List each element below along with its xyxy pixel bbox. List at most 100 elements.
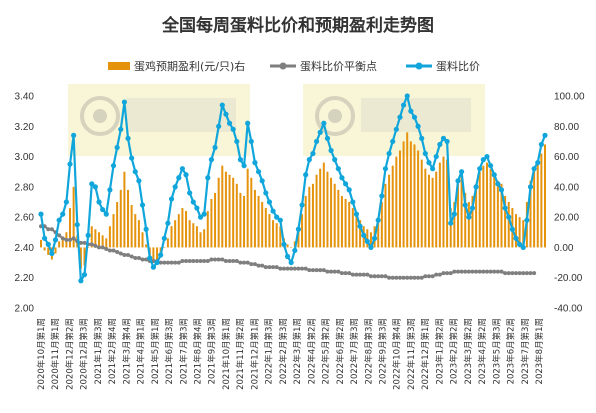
breakeven-point xyxy=(256,263,261,268)
ratio-point xyxy=(38,211,44,217)
profit-bar xyxy=(359,220,362,248)
breakeven-point xyxy=(416,275,421,280)
x-axis-tick: 2021年7月第3周 xyxy=(178,318,189,384)
ratio-point xyxy=(404,93,410,99)
profit-bar xyxy=(304,195,307,248)
profit-bar xyxy=(522,220,525,248)
breakeven-point xyxy=(365,272,370,277)
breakeven-point xyxy=(173,260,178,265)
profit-bar xyxy=(514,214,517,248)
breakeven-point xyxy=(361,272,366,277)
legend-marker-ratio xyxy=(415,62,423,70)
profit-bar xyxy=(286,244,289,248)
ratio-point xyxy=(451,211,457,217)
profit-bar xyxy=(420,159,423,248)
ratio-point xyxy=(147,255,153,261)
ratio-point xyxy=(520,244,526,251)
left-axis-tick: 2.60 xyxy=(15,213,35,224)
x-axis-tick: 2020年12月第3周 xyxy=(79,318,90,390)
ratio-point xyxy=(172,184,178,190)
ratio-point xyxy=(45,241,51,247)
profit-bar xyxy=(108,226,111,248)
profit-bar xyxy=(253,189,256,248)
profit-bar xyxy=(83,247,86,266)
profit-bar xyxy=(507,202,510,248)
profit-bar xyxy=(58,241,61,248)
breakeven-point xyxy=(68,237,73,242)
profit-bar xyxy=(369,232,372,248)
watermark-right xyxy=(303,84,485,156)
breakeven-point xyxy=(169,260,174,265)
breakeven-point xyxy=(115,249,120,254)
breakeven-point xyxy=(524,271,529,276)
ratio-point xyxy=(411,114,418,120)
breakeven-point xyxy=(310,268,315,273)
profit-bar xyxy=(464,192,467,248)
ratio-point xyxy=(390,138,396,145)
breakeven-point xyxy=(122,253,127,257)
profit-bar xyxy=(540,153,543,248)
profit-bar xyxy=(243,195,246,248)
x-axis-tick: 2021年12月第1周 xyxy=(249,318,260,390)
ratio-point xyxy=(230,126,236,132)
breakeven-point xyxy=(46,227,51,232)
left-axis-tick: 2.80 xyxy=(15,182,35,193)
breakeven-point xyxy=(165,260,170,265)
breakeven-point xyxy=(57,233,62,238)
profit-bar xyxy=(330,177,333,248)
ratio-point xyxy=(168,196,175,202)
ratio-point xyxy=(201,211,207,217)
profit-bar xyxy=(344,198,347,248)
profit-bar xyxy=(94,229,97,248)
breakeven-point xyxy=(332,269,337,274)
breakeven-point xyxy=(263,265,268,270)
breakeven-point xyxy=(325,269,330,274)
breakeven-point xyxy=(187,259,192,264)
x-axis-tick: 2022年3月第1周 xyxy=(292,318,303,384)
profit-bar xyxy=(163,247,166,248)
profit-bar xyxy=(442,156,445,248)
x-axis-tick: 2022年8月第3周 xyxy=(363,318,374,384)
breakeven-point xyxy=(329,269,334,274)
profit-bar xyxy=(536,162,539,248)
ratio-point xyxy=(324,135,331,141)
breakeven-point xyxy=(379,274,384,279)
profit-bar xyxy=(471,195,474,248)
ratio-point xyxy=(498,187,505,193)
profit-bar xyxy=(210,198,213,248)
breakeven-point xyxy=(495,269,500,274)
ratio-point xyxy=(194,205,200,211)
ratio-point xyxy=(448,220,454,226)
x-axis-tick: 2021年4月第1周 xyxy=(136,318,147,384)
ratio-point xyxy=(357,223,363,229)
x-axis-tick: 2021年11月第2周 xyxy=(235,318,246,390)
profit-bar xyxy=(453,202,456,248)
x-axis-tick: 2021年8月第4周 xyxy=(193,318,204,384)
ratio-point xyxy=(212,144,218,151)
profit-bar xyxy=(224,171,227,248)
ratio-point xyxy=(303,172,309,178)
ratio-point xyxy=(538,141,544,148)
breakeven-point xyxy=(394,275,399,280)
profit-bar xyxy=(395,156,398,248)
breakeven-point xyxy=(140,257,145,262)
breakeven-point xyxy=(129,254,134,259)
x-axis-tick: 2022年10月第4周 xyxy=(392,318,403,390)
breakeven-point xyxy=(470,269,475,274)
profit-bar xyxy=(533,168,536,248)
breakeven-point xyxy=(118,251,123,256)
breakeven-point xyxy=(408,275,413,280)
left-axis-tick: 3.00 xyxy=(15,152,35,163)
profit-bar xyxy=(398,150,401,248)
profit-bar xyxy=(529,180,532,248)
profit-bar xyxy=(250,177,253,248)
breakeven-point xyxy=(358,272,363,277)
profit-bar xyxy=(246,168,249,248)
breakeven-point xyxy=(321,268,326,273)
breakeven-point xyxy=(430,274,435,279)
profit-bar xyxy=(446,159,449,248)
ratio-point xyxy=(361,232,367,238)
profit-bar xyxy=(388,174,391,248)
profit-bar xyxy=(152,247,155,263)
ratio-point xyxy=(419,135,425,141)
